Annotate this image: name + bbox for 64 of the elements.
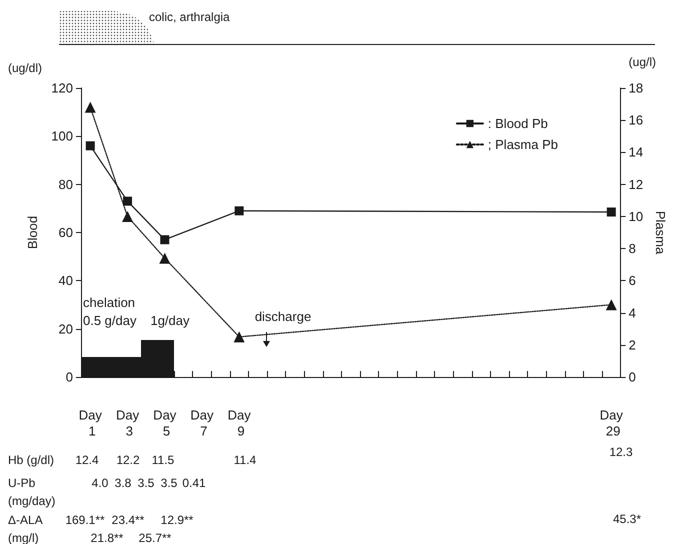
text: Δ-ALA: [8, 513, 43, 527]
x-tick-label: Day 1: [78, 408, 102, 438]
point: [86, 141, 95, 150]
y-tick-label: 0: [66, 370, 73, 384]
y2-tick-label: 8: [628, 241, 636, 256]
text: U-Pb: [8, 476, 36, 490]
legend-label: : Blood Pb: [488, 116, 548, 131]
annotation: discharge: [254, 309, 312, 324]
point: [84, 102, 96, 113]
text: colic, arthralgia: [149, 10, 230, 24]
y-tick-label: 20: [58, 321, 73, 336]
text: 4.0: [92, 476, 108, 490]
y-tick-label: 60: [58, 225, 73, 240]
text: 25.7**: [138, 531, 172, 544]
text: Hb (g/dl): [8, 453, 54, 467]
y-axis-title: Blood: [25, 216, 40, 250]
x-tick-label: Day 7: [190, 408, 214, 438]
y2-tick-label: 6: [628, 273, 636, 288]
text: 45.3*: [612, 512, 642, 526]
point: [123, 196, 132, 206]
x-tick-label: Day 29: [600, 408, 624, 438]
annotation: chelation: [83, 295, 136, 310]
annotation: 1g/day: [150, 313, 190, 328]
text: 12.4: [75, 453, 99, 467]
text: 23.4**: [112, 513, 144, 527]
y2-tick-label: 18: [628, 80, 644, 96]
text: 0.41: [182, 476, 206, 490]
y-tick-label: 120: [51, 80, 73, 96]
y-tick-label: 40: [58, 273, 73, 288]
point: [234, 331, 245, 342]
text: (mg/day): [8, 494, 56, 508]
y2-axis-title: Plasma: [653, 210, 668, 255]
x-tick-label: Day 5: [153, 408, 177, 438]
legend-label: ; Plasma Pb: [488, 137, 558, 152]
text: (ug/l): [628, 55, 656, 69]
y2-tick-label: 4: [628, 305, 636, 320]
point: [122, 210, 134, 222]
y2-tick-label: 16: [628, 112, 644, 128]
y2-tick-label: 14: [628, 144, 644, 160]
point: [606, 299, 617, 310]
text: 3.8: [114, 476, 132, 490]
text: 12.2: [116, 453, 140, 467]
x-tick-label: Day 9: [228, 408, 252, 438]
point: [234, 206, 244, 216]
y2-tick-label: 12: [628, 176, 644, 192]
y2-tick-label: 10: [628, 208, 644, 224]
text: (ug/dl): [8, 61, 42, 75]
text: 21.8**: [90, 531, 124, 544]
text: 12.3: [609, 445, 633, 459]
text: 12.9**: [160, 513, 194, 527]
point: [159, 252, 170, 264]
y2-tick-label: 0: [628, 370, 636, 384]
x-tick-label: Day 3: [116, 408, 140, 438]
y-tick-label: 100: [51, 128, 73, 144]
y2-tick-label: 2: [628, 337, 636, 352]
text: 11.5: [152, 453, 174, 467]
point: [160, 235, 170, 244]
text: 169.1**: [65, 513, 105, 527]
point: [606, 208, 616, 217]
text: 3.5: [160, 476, 178, 490]
y-tick-label: 80: [58, 176, 73, 192]
text: 11.4: [234, 453, 256, 467]
text: 3.5: [138, 476, 154, 490]
annotation: 0.5 g/day: [83, 313, 136, 328]
